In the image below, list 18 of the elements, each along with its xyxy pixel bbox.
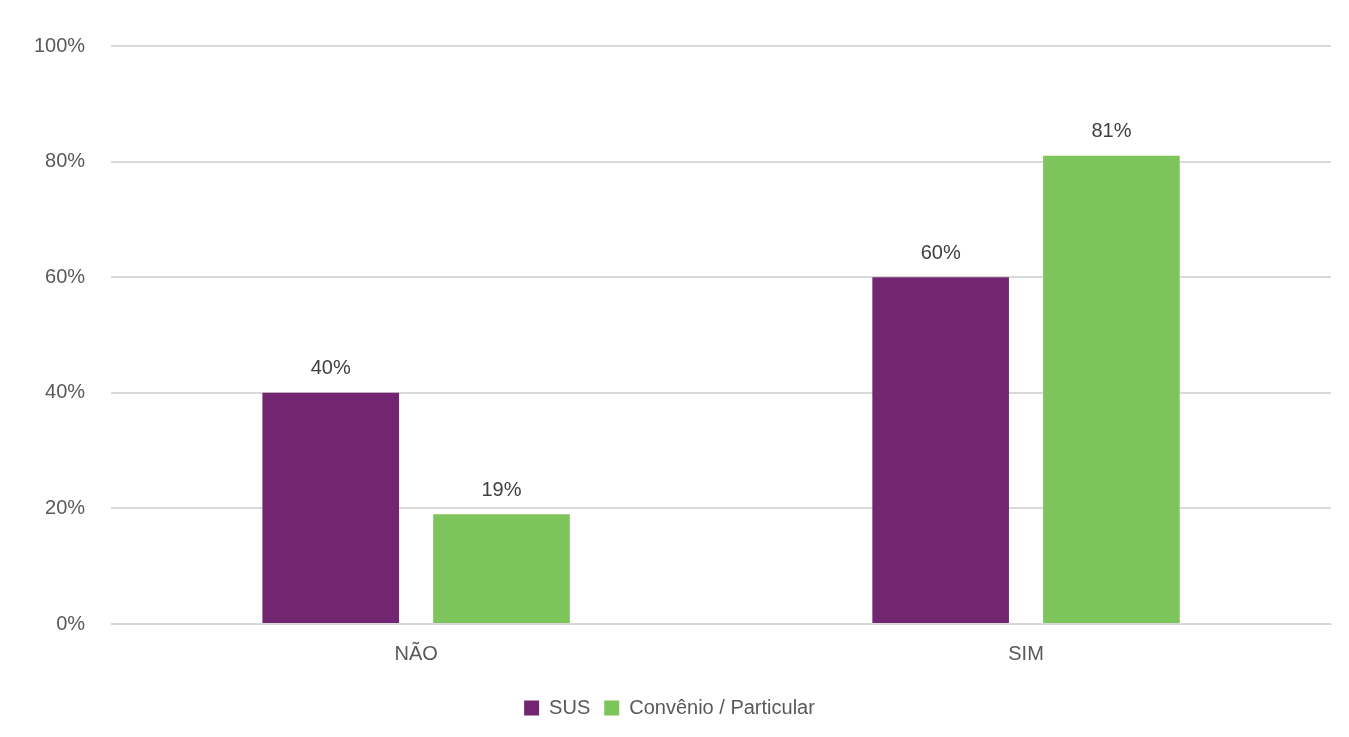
x-tick-label: NÃO: [394, 640, 438, 664]
bar: [1043, 155, 1180, 623]
data-label: 81%: [1091, 119, 1132, 142]
data-label: 19%: [481, 477, 522, 500]
y-tick-label: 100%: [34, 33, 86, 56]
data-label: 40%: [310, 356, 351, 379]
y-tick-label: 20%: [45, 495, 86, 518]
y-tick-label: 60%: [45, 264, 86, 287]
y-tick-label: 0%: [56, 611, 86, 634]
bar: [433, 514, 570, 623]
legend-label: SUS: [549, 695, 591, 718]
y-tick-label: 40%: [45, 380, 86, 403]
bar: [262, 392, 400, 623]
y-tick-label: 80%: [45, 149, 86, 172]
bar: [872, 277, 1009, 623]
legend-label: Convênio / Particular: [629, 695, 816, 718]
data-label: 60%: [920, 240, 961, 263]
x-tick-label: SIM: [1008, 641, 1044, 664]
